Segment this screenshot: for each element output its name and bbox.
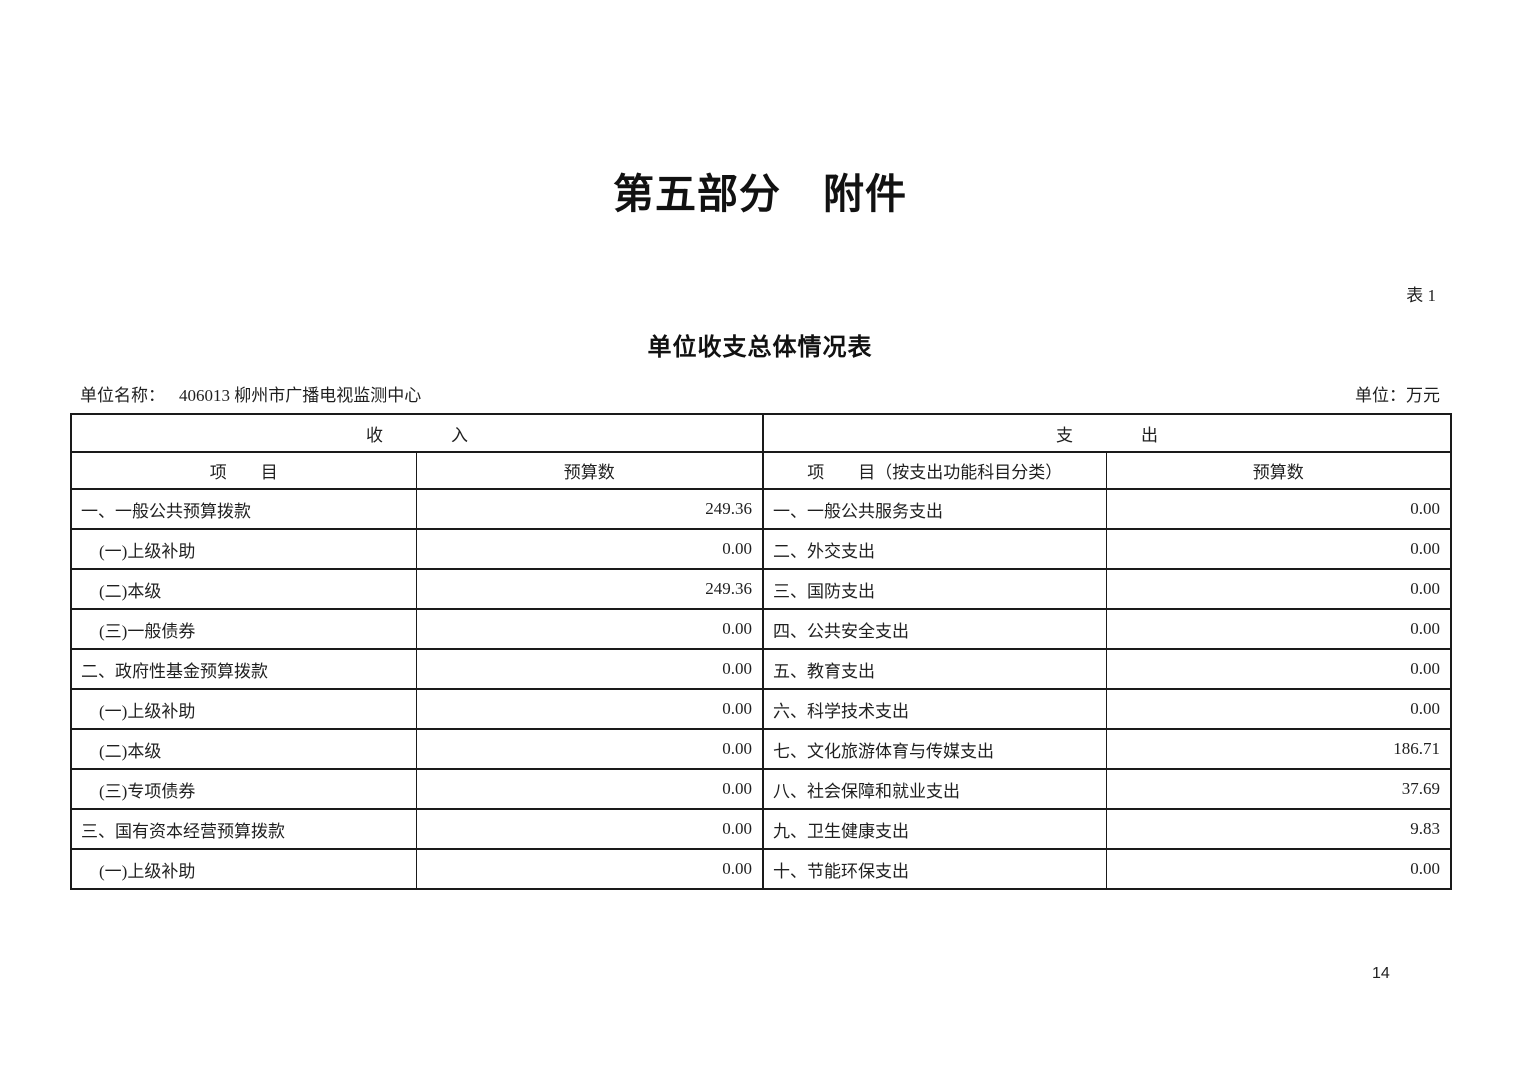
- section-header-row: 收 入 支 出: [70, 413, 1452, 453]
- income-value-cell: 249.36: [415, 568, 764, 610]
- expense-value-cell: 0.00: [1105, 608, 1452, 650]
- expense-item-cell: 十、节能环保支出: [762, 848, 1107, 890]
- income-item-cell: (二)本级: [70, 568, 417, 610]
- table-row: (二)本级 249.36 三、国防支出 0.00: [70, 568, 1452, 610]
- unit-name-value: 406013 柳州市广播电视监测中心: [179, 386, 422, 405]
- expense-value-cell: 186.71: [1105, 728, 1452, 770]
- table-row: (二)本级 0.00 七、文化旅游体育与传媒支出 186.71: [70, 728, 1452, 770]
- expense-item-column-header: 项 目（按支出功能科目分类）: [762, 451, 1107, 490]
- income-value-cell: 0.00: [415, 608, 764, 650]
- income-item-cell: 二、政府性基金预算拨款: [70, 648, 417, 690]
- table-row: (三)专项债券 0.00 八、社会保障和就业支出 37.69: [70, 768, 1452, 810]
- income-item-cell: (一)上级补助: [70, 848, 417, 890]
- table-meta-row: 单位名称： 406013 柳州市广播电视监测中心 单位：万元: [80, 381, 1440, 406]
- expense-section-header: 支 出: [762, 413, 1452, 453]
- expense-item-cell: 四、公共安全支出: [762, 608, 1107, 650]
- expense-value-cell: 0.00: [1105, 568, 1452, 610]
- table-row: (三)一般债券 0.00 四、公共安全支出 0.00: [70, 608, 1452, 650]
- expense-budget-column-header: 预算数: [1105, 451, 1452, 490]
- income-item-cell: 三、国有资本经营预算拨款: [70, 808, 417, 850]
- table-title: 单位收支总体情况表: [647, 335, 873, 361]
- table-row: 二、政府性基金预算拨款 0.00 五、教育支出 0.00: [70, 648, 1452, 690]
- income-item-cell: (二)本级: [70, 728, 417, 770]
- expense-value-cell: 0.00: [1105, 528, 1452, 570]
- expense-item-cell: 三、国防支出: [762, 568, 1107, 610]
- expense-value-cell: 9.83: [1105, 808, 1452, 850]
- expense-item-cell: 五、教育支出: [762, 648, 1107, 690]
- expense-item-cell: 一、一般公共服务支出: [762, 488, 1107, 530]
- table-row: 一、一般公共预算拨款 249.36 一、一般公共服务支出 0.00: [70, 488, 1452, 530]
- income-value-cell: 0.00: [415, 688, 764, 730]
- income-value-cell: 0.00: [415, 808, 764, 850]
- income-item-cell: (一)上级补助: [70, 528, 417, 570]
- income-item-cell: (三)专项债券: [70, 768, 417, 810]
- table-row: (一)上级补助 0.00 十、节能环保支出 0.00: [70, 848, 1452, 890]
- currency-unit-label: 单位：万元: [1355, 386, 1440, 405]
- expense-value-cell: 0.00: [1105, 848, 1452, 890]
- income-value-cell: 0.00: [415, 528, 764, 570]
- expense-item-cell: 九、卫生健康支出: [762, 808, 1107, 850]
- expense-value-cell: 0.00: [1105, 688, 1452, 730]
- income-item-cell: (一)上级补助: [70, 688, 417, 730]
- income-section-header: 收 入: [70, 413, 764, 453]
- expense-value-cell: 37.69: [1105, 768, 1452, 810]
- column-header-row: 项 目 预算数 项 目（按支出功能科目分类） 预算数: [70, 451, 1452, 490]
- table-number-label: 表 1: [1406, 286, 1436, 305]
- expense-value-cell: 0.00: [1105, 488, 1452, 530]
- income-value-cell: 0.00: [415, 848, 764, 890]
- page-title: 第五部分 附件: [613, 171, 907, 217]
- page-number: 14: [1372, 965, 1390, 982]
- expense-item-cell: 二、外交支出: [762, 528, 1107, 570]
- income-value-cell: 0.00: [415, 648, 764, 690]
- unit-name-label: 单位名称：: [80, 386, 165, 405]
- expense-value-cell: 0.00: [1105, 648, 1452, 690]
- income-budget-column-header: 预算数: [415, 451, 764, 490]
- table-row: 三、国有资本经营预算拨款 0.00 九、卫生健康支出 9.83: [70, 808, 1452, 850]
- expense-item-cell: 七、文化旅游体育与传媒支出: [762, 728, 1107, 770]
- table-row: (一)上级补助 0.00 二、外交支出 0.00: [70, 528, 1452, 570]
- budget-summary-table: 收 入 支 出 项 目 预算数 项 目（按支出功能科目分类） 预算数 一、一般公…: [70, 413, 1452, 890]
- income-value-cell: 249.36: [415, 488, 764, 530]
- income-item-cell: (三)一般债券: [70, 608, 417, 650]
- expense-item-cell: 六、科学技术支出: [762, 688, 1107, 730]
- table-row: (一)上级补助 0.00 六、科学技术支出 0.00: [70, 688, 1452, 730]
- income-item-column-header: 项 目: [70, 451, 417, 490]
- expense-item-cell: 八、社会保障和就业支出: [762, 768, 1107, 810]
- income-value-cell: 0.00: [415, 768, 764, 810]
- unit-name-line: 单位名称： 406013 柳州市广播电视监测中心: [80, 381, 421, 406]
- income-item-cell: 一、一般公共预算拨款: [70, 488, 417, 530]
- income-value-cell: 0.00: [415, 728, 764, 770]
